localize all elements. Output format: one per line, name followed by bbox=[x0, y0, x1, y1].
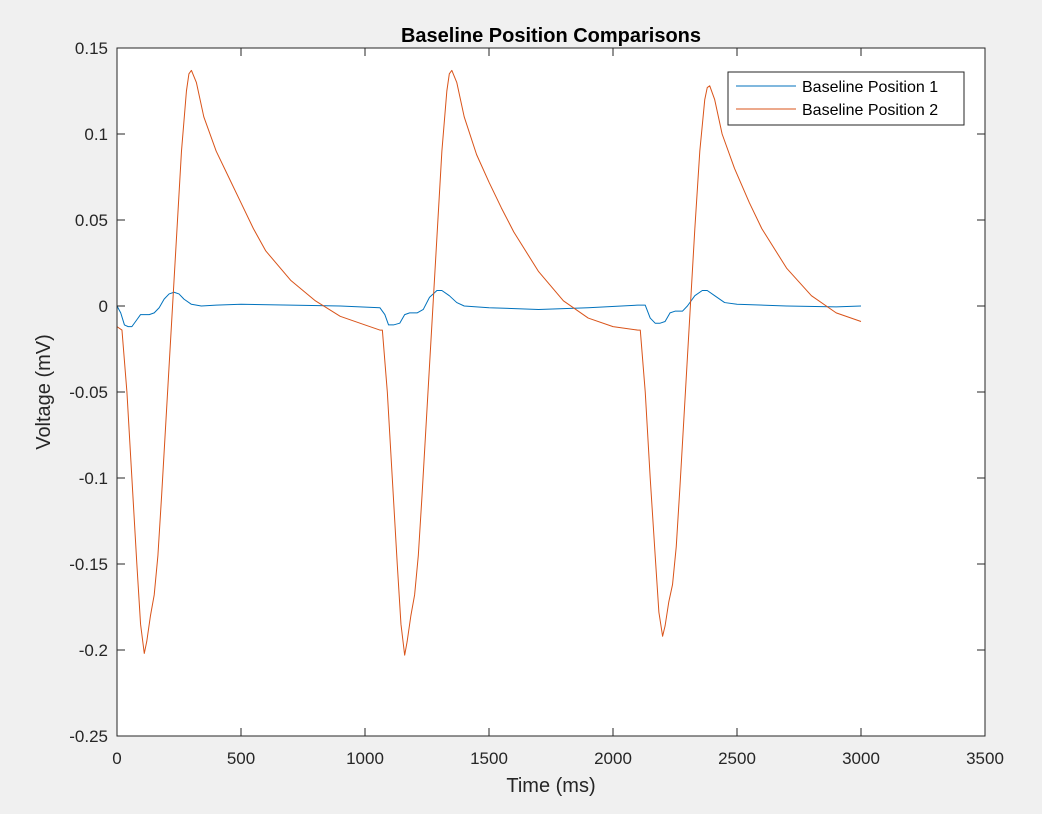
plot-area bbox=[117, 48, 985, 736]
series-line-2 bbox=[116, 69, 862, 656]
y-tick-label: -0.1 bbox=[79, 469, 108, 488]
legend-box bbox=[727, 71, 965, 126]
series-line-1 bbox=[116, 290, 862, 328]
x-axis-label: Time (ms) bbox=[506, 775, 595, 797]
x-tick-label: 3500 bbox=[966, 749, 1004, 768]
y-tick-label: -0.15 bbox=[69, 555, 108, 574]
legend-label-series-1: Baseline Position 1 bbox=[802, 79, 938, 96]
x-tick-label: 3000 bbox=[842, 749, 880, 768]
chart-title: Baseline Position Comparisons bbox=[401, 25, 701, 47]
legend: Baseline Position 1 Baseline Position 2 bbox=[727, 71, 965, 126]
x-tick-label: 0 bbox=[112, 749, 121, 768]
y-tick-label: 0 bbox=[99, 297, 108, 316]
series-layer bbox=[116, 69, 862, 656]
x-tick-label: 1000 bbox=[346, 749, 384, 768]
y-axis-label: Voltage (mV) bbox=[33, 334, 55, 450]
legend-label-series-2: Baseline Position 2 bbox=[802, 102, 938, 119]
y-tick-label: -0.25 bbox=[69, 727, 108, 746]
y-axis-ticks: -0.25 -0.2 -0.15 -0.1 -0.05 0 0.05 0.1 0.15 bbox=[69, 39, 985, 746]
y-tick-label: 0.05 bbox=[75, 211, 108, 230]
x-tick-label: 2000 bbox=[594, 749, 632, 768]
y-tick-label: -0.2 bbox=[79, 641, 108, 660]
x-tick-label: 500 bbox=[227, 749, 255, 768]
y-tick-label: 0.15 bbox=[75, 39, 108, 58]
x-tick-label: 1500 bbox=[470, 749, 508, 768]
y-tick-label: 0.1 bbox=[84, 125, 108, 144]
x-axis-ticks: 0 500 1000 1500 2000 2500 3000 3500 bbox=[112, 48, 1004, 768]
x-tick-label: 2500 bbox=[718, 749, 756, 768]
y-tick-label: -0.05 bbox=[69, 383, 108, 402]
